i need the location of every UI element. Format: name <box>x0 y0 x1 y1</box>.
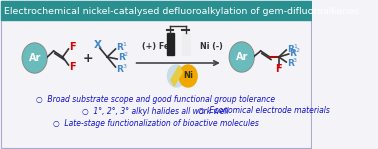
Text: ○  1°, 2°, 3° alkyl halides all work well: ○ 1°, 2°, 3° alkyl halides all work well <box>82 107 229 115</box>
Text: ○  Economical electrode materials: ○ Economical electrode materials <box>198 107 330 115</box>
Ellipse shape <box>230 43 253 71</box>
Circle shape <box>179 65 197 87</box>
Bar <box>182 33 190 55</box>
Text: 3: 3 <box>122 63 126 69</box>
Text: R: R <box>287 45 294 53</box>
Text: X: X <box>94 40 102 50</box>
Text: 1: 1 <box>293 44 297 49</box>
Text: F: F <box>276 64 282 74</box>
Text: Ni: Ni <box>183 72 193 80</box>
Polygon shape <box>171 66 182 86</box>
Text: (+) Fe: (+) Fe <box>142 42 169 51</box>
Text: 1: 1 <box>122 42 126 48</box>
Text: F: F <box>69 42 76 52</box>
Text: Ni (-): Ni (-) <box>200 42 223 51</box>
FancyBboxPatch shape <box>1 1 311 148</box>
Ellipse shape <box>22 43 47 73</box>
Text: Electrochemical nickel-catalysed defluoroalkylation of gem-difluoroalkenes: Electrochemical nickel-catalysed defluor… <box>4 7 359 15</box>
Circle shape <box>167 65 186 87</box>
Text: +: + <box>83 52 94 65</box>
Text: R: R <box>287 59 294 67</box>
Text: Ar: Ar <box>28 53 41 63</box>
Ellipse shape <box>229 42 254 72</box>
Text: 2: 2 <box>295 48 299 52</box>
Text: 3: 3 <box>293 58 297 62</box>
Ellipse shape <box>23 44 46 72</box>
Bar <box>1 1 311 20</box>
Text: F: F <box>69 62 76 72</box>
Text: R: R <box>116 65 123 73</box>
Text: R: R <box>116 44 123 52</box>
Text: ○  Late-stage functionalization of bioactive molecules: ○ Late-stage functionalization of bioact… <box>53 118 259 128</box>
Bar <box>167 33 174 55</box>
Text: 2: 2 <box>124 52 128 58</box>
Text: Ar: Ar <box>235 52 248 62</box>
Text: R: R <box>118 53 125 62</box>
Text: ○  Broad substrate scope and good functional group tolerance: ○ Broad substrate scope and good functio… <box>36 94 276 104</box>
Text: R: R <box>290 49 296 58</box>
